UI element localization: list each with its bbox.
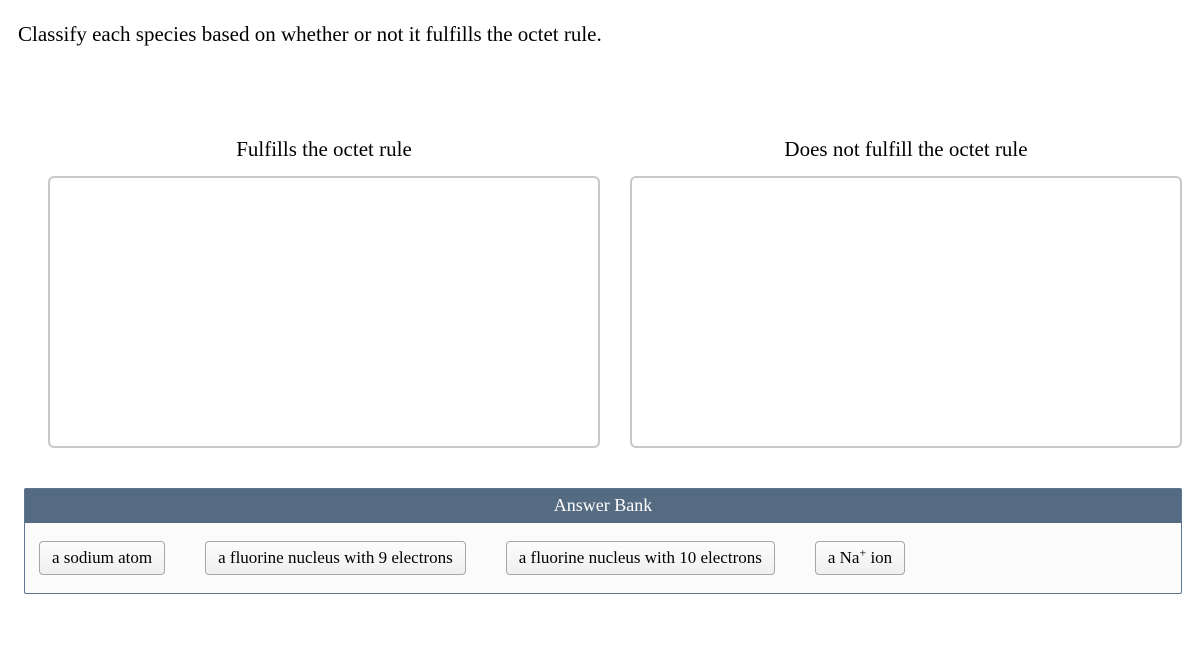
answer-bank: Answer Bank a sodium atom a fluorine nucl… (24, 488, 1182, 594)
dropzone-not-fulfills[interactable] (630, 176, 1182, 448)
dropzones-row: Fulfills the octet rule Does not fulfill… (18, 137, 1182, 448)
answer-item[interactable]: a Na+ ion (815, 541, 905, 575)
answer-item[interactable]: a fluorine nucleus with 9 electrons (205, 541, 466, 575)
dropzone-column-fulfills: Fulfills the octet rule (48, 137, 600, 448)
dropzone-label-not-fulfills: Does not fulfill the octet rule (784, 137, 1027, 162)
answer-item[interactable]: a sodium atom (39, 541, 165, 575)
answer-item[interactable]: a fluorine nucleus with 10 electrons (506, 541, 775, 575)
dropzone-fulfills[interactable] (48, 176, 600, 448)
dropzone-column-not-fulfills: Does not fulfill the octet rule (630, 137, 1182, 448)
question-prompt: Classify each species based on whether o… (18, 22, 1182, 47)
answer-bank-items: a sodium atom a fluorine nucleus with 9 e… (25, 523, 1181, 593)
dropzone-label-fulfills: Fulfills the octet rule (236, 137, 412, 162)
question-container: Classify each species based on whether o… (0, 0, 1200, 594)
answer-bank-header: Answer Bank (25, 489, 1181, 523)
